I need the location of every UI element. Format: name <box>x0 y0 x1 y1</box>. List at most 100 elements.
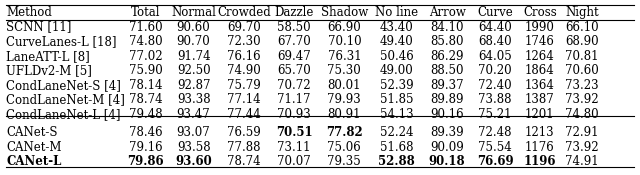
Text: 70.07: 70.07 <box>277 155 311 168</box>
Text: 77.14: 77.14 <box>227 93 260 106</box>
Text: 77.02: 77.02 <box>129 50 163 63</box>
Text: 78.46: 78.46 <box>129 126 163 139</box>
Text: No line: No line <box>375 6 419 19</box>
Text: Shadow: Shadow <box>321 6 368 19</box>
Text: 52.39: 52.39 <box>380 79 413 92</box>
Text: 78.74: 78.74 <box>227 155 260 168</box>
Text: 73.92: 73.92 <box>565 93 598 106</box>
Text: 1864: 1864 <box>525 64 555 77</box>
Text: 50.46: 50.46 <box>380 50 413 63</box>
Text: 73.88: 73.88 <box>478 93 512 106</box>
Text: 72.40: 72.40 <box>478 79 512 92</box>
Text: 78.14: 78.14 <box>129 79 163 92</box>
Text: 70.51: 70.51 <box>276 126 312 139</box>
Text: 51.68: 51.68 <box>380 141 413 153</box>
Text: LaneATT-L [8]: LaneATT-L [8] <box>6 50 90 63</box>
Text: 76.69: 76.69 <box>477 155 513 168</box>
Text: 77.88: 77.88 <box>227 141 260 153</box>
Text: 49.00: 49.00 <box>380 64 413 77</box>
Text: 73.11: 73.11 <box>277 141 311 153</box>
Text: 72.30: 72.30 <box>227 35 260 48</box>
Text: 75.06: 75.06 <box>328 141 361 153</box>
Text: CondLaneNet-M [4]: CondLaneNet-M [4] <box>6 93 125 106</box>
Text: 92.50: 92.50 <box>177 64 211 77</box>
Text: 74.90: 74.90 <box>227 64 260 77</box>
Text: 75.30: 75.30 <box>328 64 361 77</box>
Text: 1364: 1364 <box>525 79 555 92</box>
Text: Normal: Normal <box>171 6 216 19</box>
Text: 89.89: 89.89 <box>430 93 464 106</box>
Text: 70.10: 70.10 <box>328 35 361 48</box>
Text: 66.90: 66.90 <box>328 21 361 34</box>
Text: 93.47: 93.47 <box>177 108 211 121</box>
Text: 73.23: 73.23 <box>565 79 598 92</box>
Text: 1196: 1196 <box>524 155 556 168</box>
Text: 79.35: 79.35 <box>328 155 361 168</box>
Text: 73.92: 73.92 <box>565 141 598 153</box>
Text: 64.40: 64.40 <box>478 21 512 34</box>
Text: CANet-M: CANet-M <box>6 141 62 153</box>
Text: 69.47: 69.47 <box>277 50 311 63</box>
Text: 72.48: 72.48 <box>478 126 512 139</box>
Text: 71.17: 71.17 <box>277 93 311 106</box>
Text: 80.91: 80.91 <box>328 108 361 121</box>
Text: CANet-L: CANet-L <box>6 155 62 168</box>
Text: 92.87: 92.87 <box>177 79 211 92</box>
Text: Cross: Cross <box>523 6 557 19</box>
Text: 79.86: 79.86 <box>127 155 164 168</box>
Text: 80.01: 80.01 <box>328 79 361 92</box>
Text: 89.39: 89.39 <box>430 126 464 139</box>
Text: 49.40: 49.40 <box>380 35 413 48</box>
Text: 1387: 1387 <box>525 93 555 106</box>
Text: 70.72: 70.72 <box>277 79 311 92</box>
Text: CondLaneNet-S [4]: CondLaneNet-S [4] <box>6 79 121 92</box>
Text: 1213: 1213 <box>525 126 555 139</box>
Text: Crowded: Crowded <box>217 6 271 19</box>
Text: 65.70: 65.70 <box>277 64 311 77</box>
Text: Method: Method <box>6 6 52 19</box>
Text: 43.40: 43.40 <box>380 21 413 34</box>
Text: 79.93: 79.93 <box>328 93 361 106</box>
Text: CondLaneNet-L [4]: CondLaneNet-L [4] <box>6 108 121 121</box>
Text: 79.16: 79.16 <box>129 141 163 153</box>
Text: Total: Total <box>131 6 161 19</box>
Text: 72.91: 72.91 <box>565 126 598 139</box>
Text: 75.90: 75.90 <box>129 64 163 77</box>
Text: 1264: 1264 <box>525 50 555 63</box>
Text: 71.60: 71.60 <box>129 21 163 34</box>
Text: 70.81: 70.81 <box>565 50 598 63</box>
Text: UFLDv2-M [5]: UFLDv2-M [5] <box>6 64 92 77</box>
Text: 52.24: 52.24 <box>380 126 413 139</box>
Text: 74.80: 74.80 <box>129 35 163 48</box>
Text: 68.90: 68.90 <box>565 35 598 48</box>
Text: 69.70: 69.70 <box>227 21 260 34</box>
Text: 93.07: 93.07 <box>177 126 211 139</box>
Text: 89.37: 89.37 <box>430 79 464 92</box>
Text: 52.88: 52.88 <box>378 155 415 168</box>
Text: 54.13: 54.13 <box>380 108 413 121</box>
Text: 90.09: 90.09 <box>430 141 464 153</box>
Text: 67.70: 67.70 <box>277 35 311 48</box>
Text: 74.91: 74.91 <box>565 155 598 168</box>
Text: 76.31: 76.31 <box>328 50 361 63</box>
Text: 68.40: 68.40 <box>478 35 512 48</box>
Text: 66.10: 66.10 <box>565 21 598 34</box>
Text: 76.59: 76.59 <box>227 126 260 139</box>
Text: 1990: 1990 <box>525 21 555 34</box>
Text: 70.20: 70.20 <box>478 64 512 77</box>
Text: 91.74: 91.74 <box>177 50 211 63</box>
Text: 93.58: 93.58 <box>177 141 211 153</box>
Text: 51.85: 51.85 <box>380 93 413 106</box>
Text: 93.60: 93.60 <box>175 155 212 168</box>
Text: Dazzle: Dazzle <box>275 6 314 19</box>
Text: 84.10: 84.10 <box>430 21 464 34</box>
Text: 90.18: 90.18 <box>429 155 465 168</box>
Text: 1201: 1201 <box>525 108 555 121</box>
Text: 86.29: 86.29 <box>430 50 464 63</box>
Text: 76.16: 76.16 <box>227 50 260 63</box>
Text: 77.82: 77.82 <box>326 126 363 139</box>
Text: Curve: Curve <box>477 6 513 19</box>
Text: 75.21: 75.21 <box>478 108 512 121</box>
Text: CurveLanes-L [18]: CurveLanes-L [18] <box>6 35 117 48</box>
Text: 1176: 1176 <box>525 141 555 153</box>
